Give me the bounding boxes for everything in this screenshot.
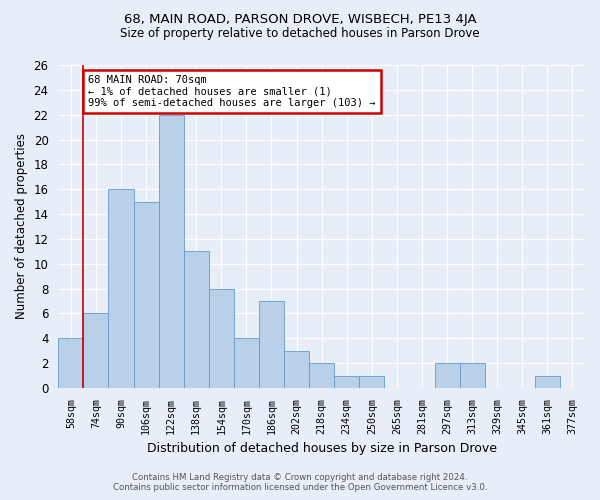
- Bar: [535, 376, 560, 388]
- Bar: [234, 338, 259, 388]
- Text: Size of property relative to detached houses in Parson Drove: Size of property relative to detached ho…: [120, 28, 480, 40]
- Text: Contains HM Land Registry data © Crown copyright and database right 2024.
Contai: Contains HM Land Registry data © Crown c…: [113, 473, 487, 492]
- Bar: [334, 376, 359, 388]
- Bar: [184, 252, 209, 388]
- Bar: [109, 189, 134, 388]
- Bar: [209, 288, 234, 388]
- Bar: [460, 363, 485, 388]
- X-axis label: Distribution of detached houses by size in Parson Drove: Distribution of detached houses by size …: [146, 442, 497, 455]
- Bar: [259, 301, 284, 388]
- Bar: [434, 363, 460, 388]
- Bar: [284, 350, 309, 388]
- Text: 68, MAIN ROAD, PARSON DROVE, WISBECH, PE13 4JA: 68, MAIN ROAD, PARSON DROVE, WISBECH, PE…: [124, 12, 476, 26]
- Bar: [134, 202, 158, 388]
- Bar: [309, 363, 334, 388]
- Bar: [158, 114, 184, 388]
- Bar: [83, 314, 109, 388]
- Bar: [359, 376, 385, 388]
- Bar: [58, 338, 83, 388]
- Text: 68 MAIN ROAD: 70sqm
← 1% of detached houses are smaller (1)
99% of semi-detached: 68 MAIN ROAD: 70sqm ← 1% of detached hou…: [88, 75, 376, 108]
- Y-axis label: Number of detached properties: Number of detached properties: [15, 134, 28, 320]
